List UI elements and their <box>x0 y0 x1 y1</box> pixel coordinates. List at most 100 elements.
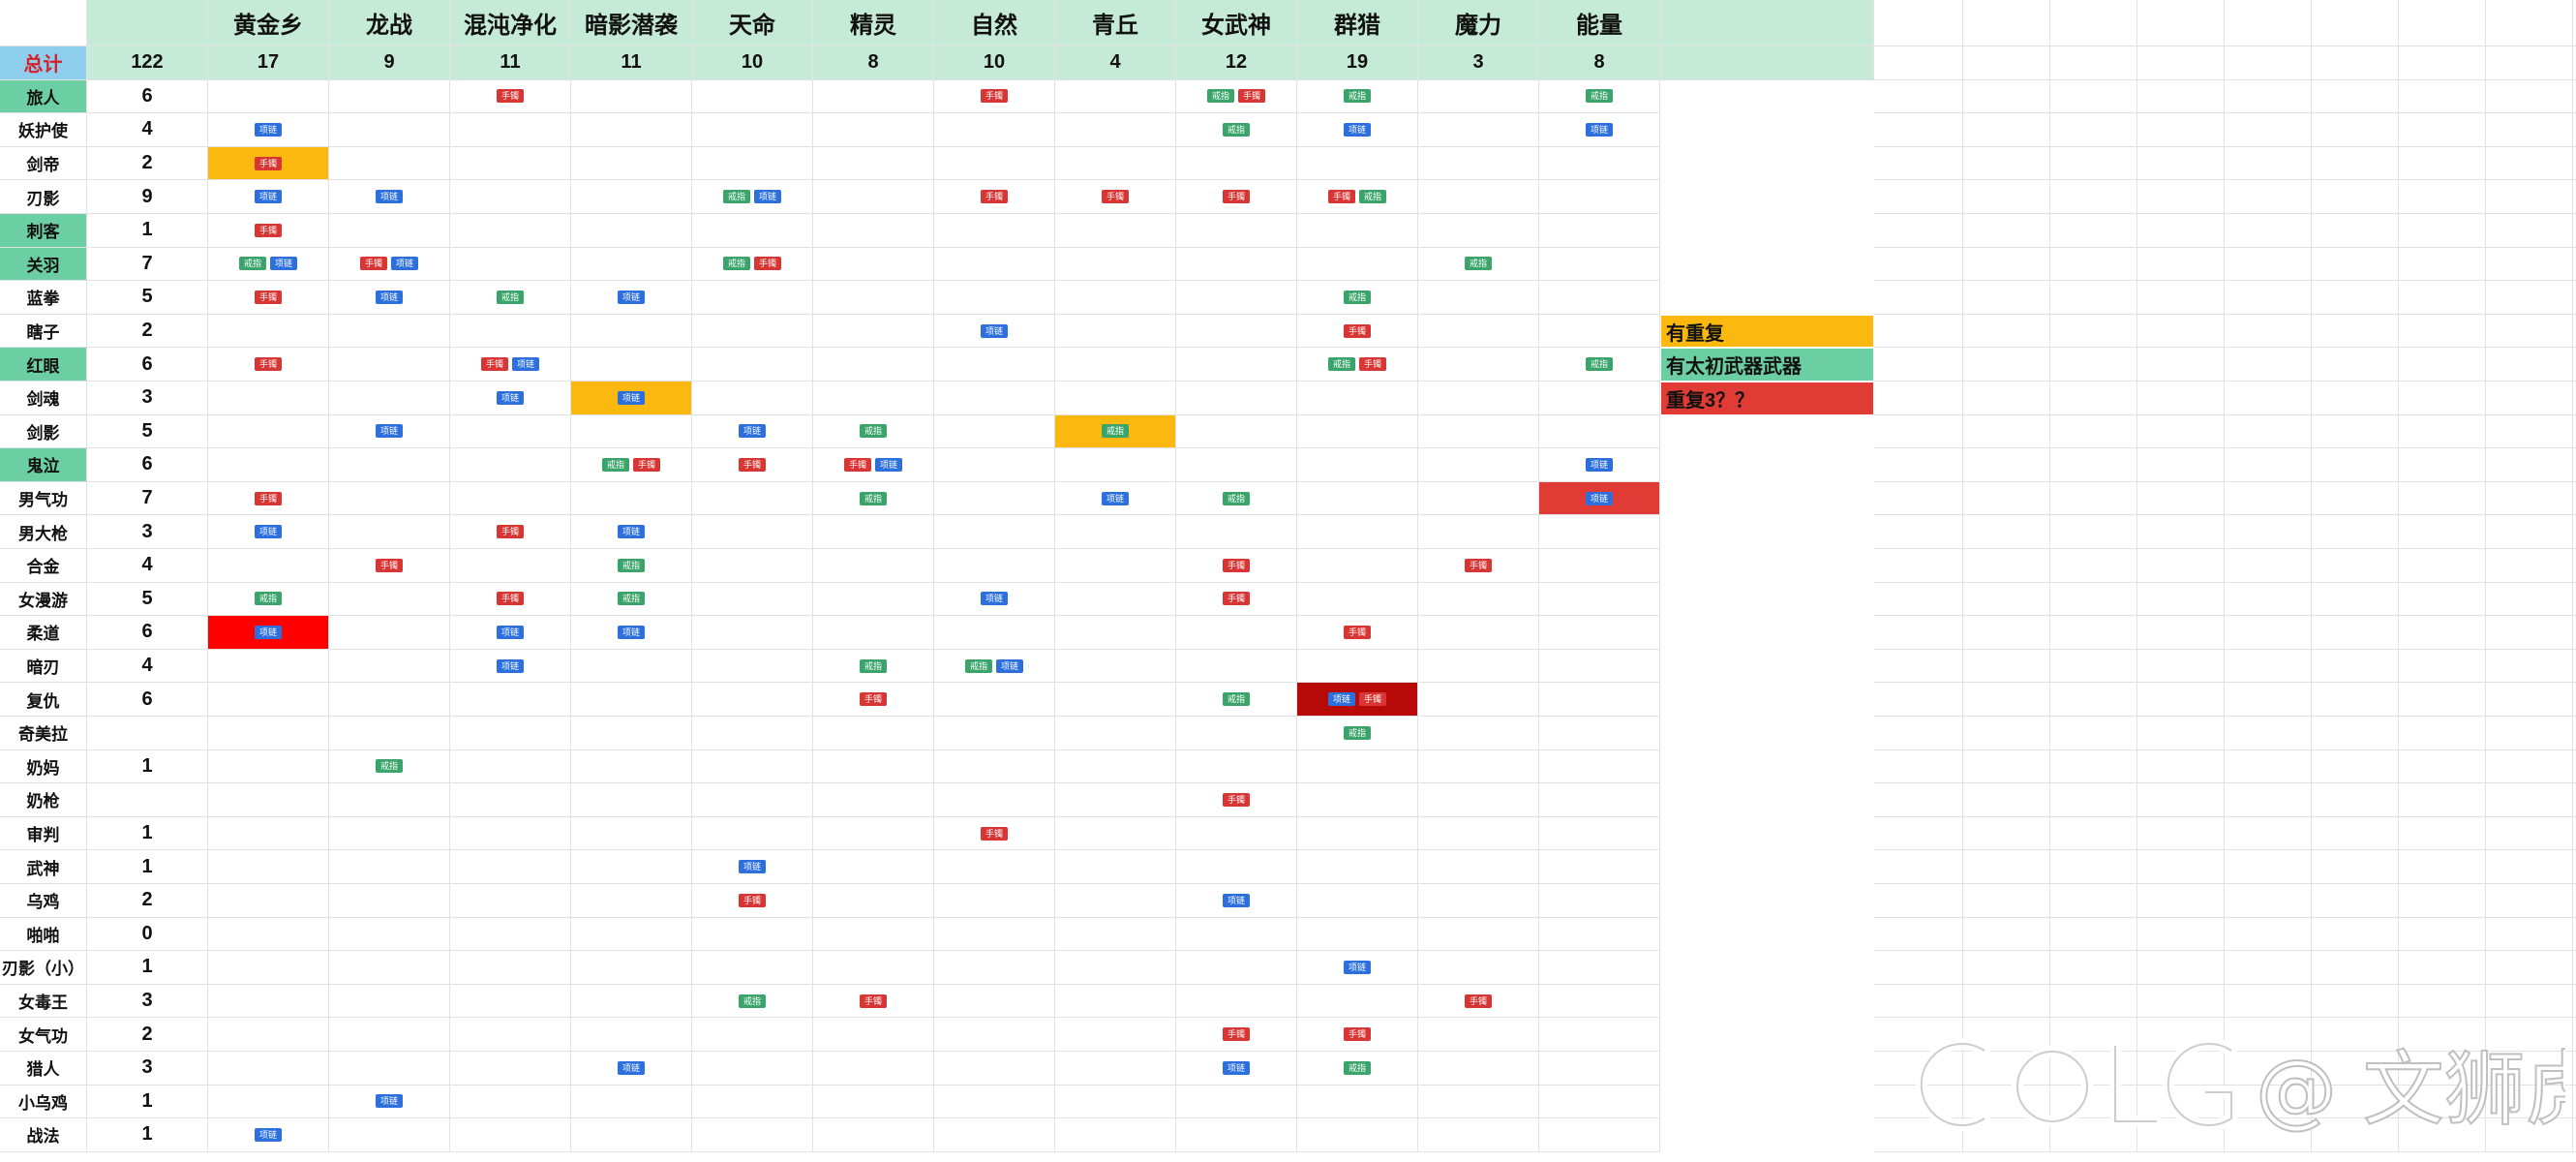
grid-cell[interactable] <box>1963 281 2050 315</box>
gear-cell[interactable] <box>208 1085 329 1119</box>
grid-cell[interactable] <box>2312 717 2399 750</box>
gear-cell[interactable] <box>1539 884 1660 918</box>
grid-cell[interactable] <box>2312 113 2399 147</box>
character-total-cell[interactable]: 6 <box>87 616 208 650</box>
grid-cell[interactable] <box>2137 448 2225 482</box>
gear-cell[interactable] <box>1176 146 1297 181</box>
grid-cell[interactable] <box>2225 917 2312 952</box>
gear-cell[interactable] <box>934 214 1055 248</box>
gear-cell[interactable]: 手镯 <box>692 884 813 918</box>
grid-cell[interactable] <box>2225 616 2312 650</box>
gear-cell[interactable]: 手镯 <box>813 984 934 1019</box>
gear-cell[interactable] <box>1418 113 1539 147</box>
gear-cell[interactable] <box>329 582 450 617</box>
character-total-cell[interactable]: 7 <box>87 481 208 516</box>
gear-cell[interactable] <box>1539 683 1660 717</box>
grid-cell[interactable] <box>2573 951 2576 985</box>
grid-cell[interactable] <box>2399 448 2486 482</box>
gear-cell[interactable] <box>692 314 813 349</box>
gear-cell[interactable] <box>1055 816 1176 851</box>
gear-cell[interactable] <box>1176 414 1297 449</box>
gear-cell[interactable] <box>1539 616 1660 650</box>
gear-cell[interactable]: 手镯 <box>1418 549 1539 583</box>
grid-cell[interactable] <box>2573 750 2576 784</box>
gear-cell[interactable] <box>1418 649 1539 684</box>
category-header[interactable]: 龙战 <box>329 0 450 46</box>
gear-cell[interactable]: 戒指 <box>813 649 934 684</box>
gear-cell[interactable] <box>934 1052 1055 1086</box>
grid-cell[interactable] <box>2225 1052 2312 1086</box>
gear-cell[interactable] <box>1055 717 1176 750</box>
gear-cell[interactable] <box>934 448 1055 482</box>
grid-cell[interactable] <box>1874 1118 1963 1152</box>
gear-cell[interactable] <box>1055 582 1176 617</box>
gear-cell[interactable] <box>1055 79 1176 114</box>
grid-cell[interactable] <box>1963 884 2050 918</box>
gear-cell[interactable]: 项链 <box>450 382 571 415</box>
gear-cell[interactable] <box>934 515 1055 549</box>
character-total-cell[interactable]: 1 <box>87 816 208 851</box>
grid-cell[interactable] <box>2050 146 2137 181</box>
gear-cell[interactable] <box>571 884 692 918</box>
grid-cell[interactable] <box>1963 1018 2050 1052</box>
gear-cell[interactable]: 戒指 <box>1539 79 1660 114</box>
gear-cell[interactable] <box>1539 951 1660 985</box>
category-header[interactable]: 混沌净化 <box>450 0 571 46</box>
grid-cell[interactable] <box>2225 113 2312 147</box>
gear-cell[interactable] <box>1176 348 1297 382</box>
gear-cell[interactable] <box>1418 481 1539 516</box>
gear-cell[interactable] <box>208 382 329 415</box>
gear-cell[interactable] <box>1297 816 1418 851</box>
grid-cell[interactable] <box>2137 850 2225 884</box>
grid-cell[interactable] <box>2399 515 2486 549</box>
character-name-cell[interactable]: 小乌鸡 <box>0 1085 87 1119</box>
character-name-cell[interactable]: 合金 <box>0 549 87 583</box>
gear-cell[interactable] <box>450 917 571 952</box>
gear-cell[interactable] <box>934 146 1055 181</box>
gear-cell[interactable] <box>1055 1085 1176 1119</box>
gear-cell[interactable] <box>692 582 813 617</box>
gear-cell[interactable] <box>571 683 692 717</box>
grid-cell[interactable] <box>2486 951 2573 985</box>
grid-cell[interactable] <box>2486 884 2573 918</box>
gear-cell[interactable] <box>1418 683 1539 717</box>
character-name-cell[interactable]: 女漫游 <box>0 582 87 617</box>
grid-cell[interactable] <box>2225 951 2312 985</box>
gear-cell[interactable] <box>450 314 571 349</box>
grid-cell[interactable] <box>2399 917 2486 952</box>
character-name-cell[interactable]: 暗刃 <box>0 649 87 684</box>
grid-cell[interactable] <box>1963 180 2050 214</box>
grid-cell[interactable] <box>2312 951 2399 985</box>
grid-cell[interactable] <box>1874 749 1963 784</box>
character-total-cell[interactable]: 1 <box>87 1118 208 1152</box>
grid-cell[interactable] <box>1874 448 1963 482</box>
grid-cell[interactable] <box>2050 984 2137 1019</box>
gear-cell[interactable]: 手镯 <box>813 683 934 717</box>
gear-cell[interactable]: 手镯 <box>1176 549 1297 583</box>
category-total-cell[interactable]: 10 <box>692 46 813 80</box>
gear-cell[interactable]: 戒指 <box>329 749 450 784</box>
gear-cell[interactable] <box>934 1118 1055 1152</box>
gear-cell[interactable] <box>1539 850 1660 884</box>
character-total-cell[interactable]: 3 <box>87 515 208 549</box>
category-header[interactable]: 能量 <box>1539 0 1660 46</box>
character-name-cell[interactable]: 剑影 <box>0 414 87 449</box>
gear-cell[interactable] <box>329 683 450 717</box>
gear-cell[interactable] <box>692 382 813 415</box>
gear-cell[interactable] <box>329 884 450 918</box>
grand-total-cell[interactable]: 122 <box>87 46 208 80</box>
gear-cell[interactable]: 戒指 <box>1176 113 1297 147</box>
gear-cell[interactable] <box>1297 247 1418 282</box>
gear-cell[interactable] <box>1418 917 1539 952</box>
gear-cell[interactable] <box>450 749 571 784</box>
category-total-cell[interactable]: 4 <box>1055 46 1176 80</box>
gear-cell[interactable] <box>934 850 1055 884</box>
character-total-cell[interactable]: 2 <box>87 1018 208 1052</box>
gear-cell[interactable] <box>329 481 450 516</box>
category-total-cell[interactable]: 8 <box>1539 46 1660 80</box>
character-name-cell[interactable]: 蓝拳 <box>0 281 87 315</box>
character-total-cell[interactable]: 1 <box>87 951 208 985</box>
grid-cell[interactable] <box>2486 414 2573 449</box>
gear-cell[interactable] <box>934 348 1055 382</box>
gear-cell[interactable]: 项链 <box>208 1118 329 1152</box>
